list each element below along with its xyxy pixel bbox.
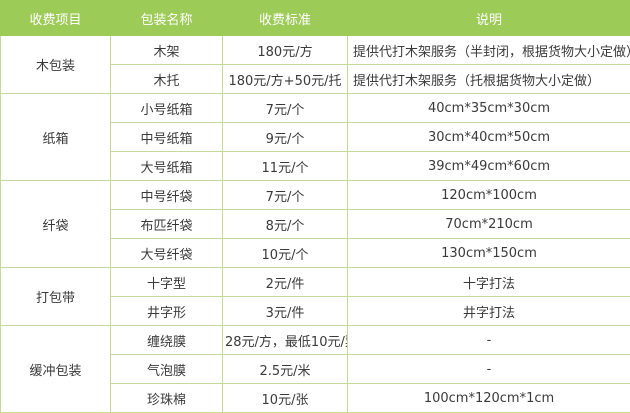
header-description: 说明 <box>348 1 630 36</box>
price-cell: 11元/个 <box>223 152 348 181</box>
package-name-cell: 中号纸箱 <box>111 123 223 152</box>
description-cell: 70cm*210cm <box>348 210 630 239</box>
package-name-cell: 井字形 <box>111 297 223 326</box>
package-name-cell: 中号纤袋 <box>111 181 223 210</box>
price-cell: 9元/个 <box>223 123 348 152</box>
description-cell: 井字打法 <box>348 297 630 326</box>
header-charge-standard: 收费标准 <box>223 1 348 36</box>
description-cell: 39cm*49cm*60cm <box>348 152 630 181</box>
group-cell-strapping: 打包带 <box>1 268 111 326</box>
price-cell: 2.5元/米 <box>223 355 348 384</box>
table-row: 纤袋 中号纤袋 7元/个 120cm*100cm <box>1 181 630 210</box>
package-name-cell: 珍珠棉 <box>111 384 223 413</box>
price-cell: 10元/张 <box>223 384 348 413</box>
description-cell: 40cm*35cm*30cm <box>348 94 630 123</box>
package-name-cell: 气泡膜 <box>111 355 223 384</box>
package-name-cell: 小号纸箱 <box>111 94 223 123</box>
group-cell-fiber-bag: 纤袋 <box>1 181 111 268</box>
price-cell: 2元/件 <box>223 268 348 297</box>
package-name-cell: 木架 <box>111 36 223 65</box>
description-cell: 30cm*40cm*50cm <box>348 123 630 152</box>
description-cell: 130cm*150cm <box>348 239 630 268</box>
price-cell: 180元/方 <box>223 36 348 65</box>
price-cell: 8元/个 <box>223 210 348 239</box>
group-cell-wood-packaging: 木包装 <box>1 36 111 94</box>
header-package-name: 包装名称 <box>111 1 223 36</box>
header-charge-item: 收费项目 <box>1 1 111 36</box>
table-body: 木包装 木架 180元/方 提供代打木架服务（半封闭，根据货物大小定做） 木托 … <box>1 36 630 413</box>
description-cell: 120cm*100cm <box>348 181 630 210</box>
package-name-cell: 木托 <box>111 65 223 94</box>
table-row: 木包装 木架 180元/方 提供代打木架服务（半封闭，根据货物大小定做） <box>1 36 630 65</box>
price-cell: 10元/个 <box>223 239 348 268</box>
package-name-cell: 十字型 <box>111 268 223 297</box>
price-cell: 7元/个 <box>223 181 348 210</box>
description-cell: 100cm*120cm*1cm <box>348 384 630 413</box>
package-name-cell: 大号纤袋 <box>111 239 223 268</box>
table-row: 缓冲包装 缠绕膜 28元/方，最低10元/票 - <box>1 326 630 355</box>
description-cell: 提供代打木架服务（半封闭，根据货物大小定做） <box>348 36 630 65</box>
description-cell: - <box>348 326 630 355</box>
package-name-cell: 布匹纤袋 <box>111 210 223 239</box>
table-header: 收费项目 包装名称 收费标准 说明 <box>1 1 630 36</box>
group-cell-carton: 纸箱 <box>1 94 111 181</box>
price-cell: 28元/方，最低10元/票 <box>223 326 348 355</box>
price-cell: 3元/件 <box>223 297 348 326</box>
price-cell: 180元/方+50元/托 <box>223 65 348 94</box>
description-cell: - <box>348 355 630 384</box>
price-cell: 7元/个 <box>223 94 348 123</box>
table-row: 打包带 十字型 2元/件 十字打法 <box>1 268 630 297</box>
package-name-cell: 大号纸箱 <box>111 152 223 181</box>
package-name-cell: 缠绕膜 <box>111 326 223 355</box>
header-row: 收费项目 包装名称 收费标准 说明 <box>1 1 630 36</box>
description-cell: 提供代打木架服务（托根据货物大小定做） <box>348 65 630 94</box>
table-row: 纸箱 小号纸箱 7元/个 40cm*35cm*30cm <box>1 94 630 123</box>
group-cell-cushion-packaging: 缓冲包装 <box>1 326 111 413</box>
description-cell: 十字打法 <box>348 268 630 297</box>
